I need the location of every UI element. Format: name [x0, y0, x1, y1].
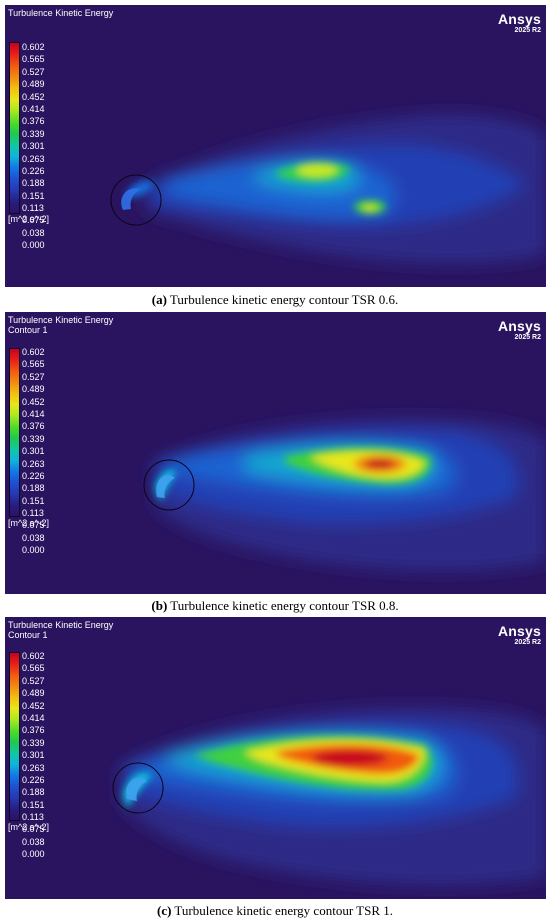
colorbar-tick-label: 0.263	[22, 762, 45, 773]
colorbar-tick-label: 0.000	[22, 240, 45, 251]
colorbar-tick-label: 0.339	[22, 128, 45, 139]
colorbar-tick-label: 0.602	[22, 651, 45, 661]
colorbar-tick-label: 0.602	[22, 347, 45, 357]
caption-b: (b) Turbulence kinetic energy contour TS…	[151, 598, 399, 613]
colorbar-tick-label: 0.301	[22, 141, 45, 152]
colorbar-tick-label: 0.263	[22, 153, 45, 164]
colorbar-tick-label: 0.226	[22, 774, 45, 785]
colorbar-tick-label: 0.376	[22, 421, 45, 432]
colorbar	[9, 348, 20, 517]
ansys-logo: Ansys 2025 R2	[497, 11, 541, 34]
colorbar-tick-label: 0.075	[22, 215, 45, 226]
colorbar-unit: [m^2 s^-2]	[8, 214, 49, 224]
colorbar-tick-label: 0.038	[22, 227, 45, 238]
contour-panel-c: Turbulence Kinetic Energy Contour 1 0.60…	[5, 617, 546, 899]
colorbar-tick-label: 0.075	[22, 824, 45, 835]
colorbar-tick-label: 0.113	[22, 203, 44, 214]
colorbar-tick-label: 0.151	[22, 495, 45, 506]
colorbar	[9, 652, 20, 821]
tke-contour-field-c	[5, 617, 546, 899]
colorbar-tick-label: 0.602	[22, 42, 45, 52]
colorbar-tick-label: 0.376	[22, 725, 45, 736]
colorbar-tick-label: 0.151	[22, 190, 45, 201]
colorbar-tick-label: 0.151	[22, 799, 45, 810]
rotor-circle	[112, 762, 164, 814]
colorbar-ticks: 0.602 0.565 0.527 0.489 0.452 0.414 0.376 0.339…	[22, 651, 45, 862]
colorbar-tick-label: 0.489	[22, 688, 45, 699]
ansys-logo: Ansys 2025 R2	[497, 623, 541, 646]
colorbar-tick-label: 0.452	[22, 700, 45, 711]
colorbar-tick-label: 0.301	[22, 446, 45, 457]
colorbar-tick-label: 0.226	[22, 165, 45, 176]
caption-c: (c) Turbulence kinetic energy contour TS…	[156, 903, 393, 918]
colorbar-tick-label: 0.376	[22, 116, 45, 127]
colorbar-tick-label: 0.263	[22, 458, 45, 469]
colorbar-tick-label: 0.188	[22, 483, 45, 494]
legend-title: Turbulence Kinetic Energy Contour 1	[8, 315, 114, 335]
colorbar-tick-label: 0.414	[22, 712, 45, 723]
colorbar-tick-label: 0.301	[22, 750, 45, 761]
colorbar-tick-label: 0.075	[22, 520, 45, 531]
colorbar-tick-label: 0.527	[22, 675, 45, 686]
colorbar-tick-label: 0.339	[22, 737, 45, 748]
colorbar-tick-label: 0.188	[22, 178, 45, 189]
contour-panel-a: Turbulence Kinetic Energy 0.602 0.565 0.52…	[5, 5, 546, 287]
colorbar-ticks: 0.602 0.565 0.527 0.489 0.452 0.414 0.376 0.339…	[22, 347, 45, 558]
colorbar-unit: [m^2 s^-2]	[8, 822, 49, 832]
colorbar	[9, 42, 20, 214]
colorbar-tick-label: 0.188	[22, 787, 45, 798]
colorbar-tick-label: 0.527	[22, 66, 45, 77]
colorbar-tick-label: 0.489	[22, 384, 45, 395]
tke-contour-field-a	[5, 5, 546, 287]
colorbar-unit: [m^2 s^-2]	[8, 518, 49, 528]
colorbar-tick-label: 0.414	[22, 103, 45, 114]
colorbar-tick-label: 0.226	[22, 470, 45, 481]
colorbar-tick-label: 0.565	[22, 359, 45, 370]
colorbar-tick-label: 0.038	[22, 532, 45, 543]
tke-contour-field-b	[5, 312, 546, 594]
legend-title: Turbulence Kinetic Energy	[8, 8, 114, 18]
colorbar-tick-label: 0.489	[22, 79, 45, 90]
colorbar-tick-label: 0.565	[22, 54, 45, 65]
colorbar-tick-label: 0.000	[22, 545, 45, 556]
contour-panel-b: Turbulence Kinetic Energy Contour 1 0.60…	[5, 312, 546, 594]
colorbar-tick-label: 0.339	[22, 433, 45, 444]
colorbar-tick-label: 0.452	[22, 396, 45, 407]
colorbar-tick-label: 0.113	[22, 812, 44, 823]
rotor-circle	[143, 459, 195, 511]
colorbar-tick-label: 0.113	[22, 508, 44, 519]
colorbar-ticks: 0.602 0.565 0.527 0.489 0.452 0.414 0.376 0.339…	[22, 42, 45, 253]
ansys-logo: Ansys 2025 R2	[497, 318, 541, 341]
colorbar-tick-label: 0.527	[22, 371, 45, 382]
colorbar-tick-label: 0.414	[22, 408, 45, 419]
caption-a: (a) Turbulence kinetic energy contour TS…	[151, 292, 399, 307]
legend-title: Turbulence Kinetic Energy Contour 1	[8, 620, 114, 640]
colorbar-tick-label: 0.565	[22, 663, 45, 674]
colorbar-tick-label: 0.000	[22, 849, 45, 860]
colorbar-tick-label: 0.452	[22, 91, 45, 102]
colorbar-tick-label: 0.038	[22, 836, 45, 847]
rotor-circle	[110, 174, 162, 226]
